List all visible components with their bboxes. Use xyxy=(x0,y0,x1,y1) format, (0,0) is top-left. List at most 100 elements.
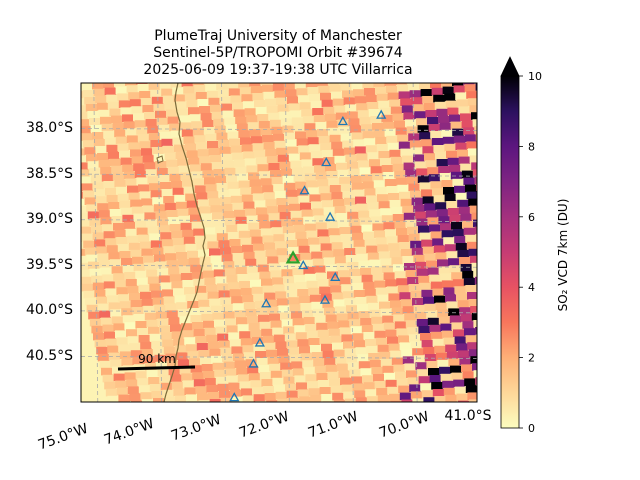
so2-pixel xyxy=(284,233,296,241)
so2-pixel xyxy=(292,318,305,326)
so2-pixel xyxy=(399,292,411,300)
so2-pixel xyxy=(354,96,367,104)
so2-pixel xyxy=(399,392,412,401)
so2-pixel xyxy=(310,101,323,109)
so2-pixel xyxy=(602,342,614,350)
so2-pixel xyxy=(223,311,235,319)
so2-pixel xyxy=(430,231,443,239)
so2-pixel xyxy=(465,234,477,243)
latitude-gridline xyxy=(81,310,477,314)
so2-pixel xyxy=(309,194,321,202)
so2-pixel xyxy=(205,234,218,242)
so2-pixel xyxy=(187,250,199,259)
so2-pixel xyxy=(319,336,331,345)
so2-pixel xyxy=(118,394,130,402)
so2-pixel xyxy=(108,352,121,361)
so2-pixel xyxy=(190,264,202,273)
so2-pixel xyxy=(424,253,436,262)
so2-pixel xyxy=(92,282,105,291)
so2-pixel xyxy=(591,293,603,301)
so2-pixel xyxy=(559,397,571,405)
so2-pixel xyxy=(243,251,256,260)
so2-pixel xyxy=(416,268,429,277)
so2-pixel xyxy=(328,228,340,236)
so2-pixel xyxy=(133,407,145,415)
so2-pixel xyxy=(81,169,90,177)
so2-pixel xyxy=(383,322,396,331)
so2-pixel xyxy=(267,306,279,315)
so2-pixel xyxy=(163,246,175,254)
so2-pixel xyxy=(390,350,402,359)
so2-pixel xyxy=(585,265,597,273)
so2-pixel xyxy=(143,305,155,314)
so2-pixel xyxy=(182,330,195,338)
so2-pixel xyxy=(138,284,150,293)
so2-pixel xyxy=(81,205,87,214)
so2-pixel xyxy=(347,362,360,370)
so2-pixel xyxy=(464,34,476,42)
so2-pixel xyxy=(112,417,124,425)
so2-pixel xyxy=(221,103,233,112)
so2-pixel xyxy=(326,171,339,179)
so2-pixel xyxy=(342,140,354,149)
so2-pixel xyxy=(278,355,291,364)
so2-pixel xyxy=(612,384,624,392)
so2-pixel xyxy=(299,396,311,402)
so2-pixel xyxy=(285,89,297,97)
so2-pixel xyxy=(449,14,461,22)
so2-pixel xyxy=(264,393,277,401)
so2-pixel xyxy=(261,84,274,93)
so2-pixel xyxy=(264,342,276,351)
so2-pixel xyxy=(162,389,174,398)
so2-pixel xyxy=(304,223,317,232)
so2-pixel xyxy=(298,95,310,103)
so2-pixel xyxy=(39,95,51,103)
so2-pixel xyxy=(444,143,456,152)
so2-pixel xyxy=(437,259,449,267)
so2-pixel xyxy=(478,241,490,249)
so2-pixel xyxy=(394,120,406,129)
so2-pixel xyxy=(596,364,608,372)
so2-pixel xyxy=(490,96,502,104)
so2-pixel xyxy=(305,83,318,88)
so2-pixel xyxy=(349,319,361,327)
so2-pixel xyxy=(468,349,477,357)
so2-pixel xyxy=(431,382,443,390)
so2-pixel xyxy=(450,71,462,79)
so2-pixel xyxy=(89,118,101,126)
so2-pixel xyxy=(419,83,431,90)
so2-pixel xyxy=(457,49,469,57)
so2-pixel xyxy=(179,266,191,274)
so2-pixel xyxy=(372,273,385,282)
so2-pixel xyxy=(413,355,426,363)
so2-pixel xyxy=(357,304,369,312)
so2-pixel xyxy=(554,132,566,140)
so2-pixel xyxy=(533,335,545,343)
so2-pixel xyxy=(191,271,204,280)
so2-pixel xyxy=(467,98,477,106)
so2-pixel xyxy=(268,163,280,171)
so2-pixel xyxy=(238,130,250,138)
so2-pixel xyxy=(295,282,308,290)
so2-pixel xyxy=(446,50,458,58)
so2-pixel xyxy=(123,171,136,180)
so2-pixel xyxy=(423,296,435,305)
so2-pixel xyxy=(576,323,588,331)
so2-pixel xyxy=(107,295,119,303)
so2-pixel xyxy=(541,270,553,278)
so2-pixel xyxy=(385,279,397,287)
so2-pixel xyxy=(245,208,257,217)
so2-pixel xyxy=(249,179,262,187)
so2-pixel xyxy=(354,340,366,348)
so2-pixel xyxy=(199,106,211,114)
so2-pixel xyxy=(399,342,412,350)
so2-pixel xyxy=(100,317,113,326)
so2-pixel xyxy=(541,320,553,328)
so2-pixel xyxy=(81,141,84,149)
so2-pixel xyxy=(355,297,367,305)
so2-pixel xyxy=(396,328,408,336)
so2-pixel xyxy=(208,392,220,400)
so2-pixel xyxy=(433,245,446,253)
so2-pixel xyxy=(386,85,398,94)
so2-pixel xyxy=(199,206,211,214)
